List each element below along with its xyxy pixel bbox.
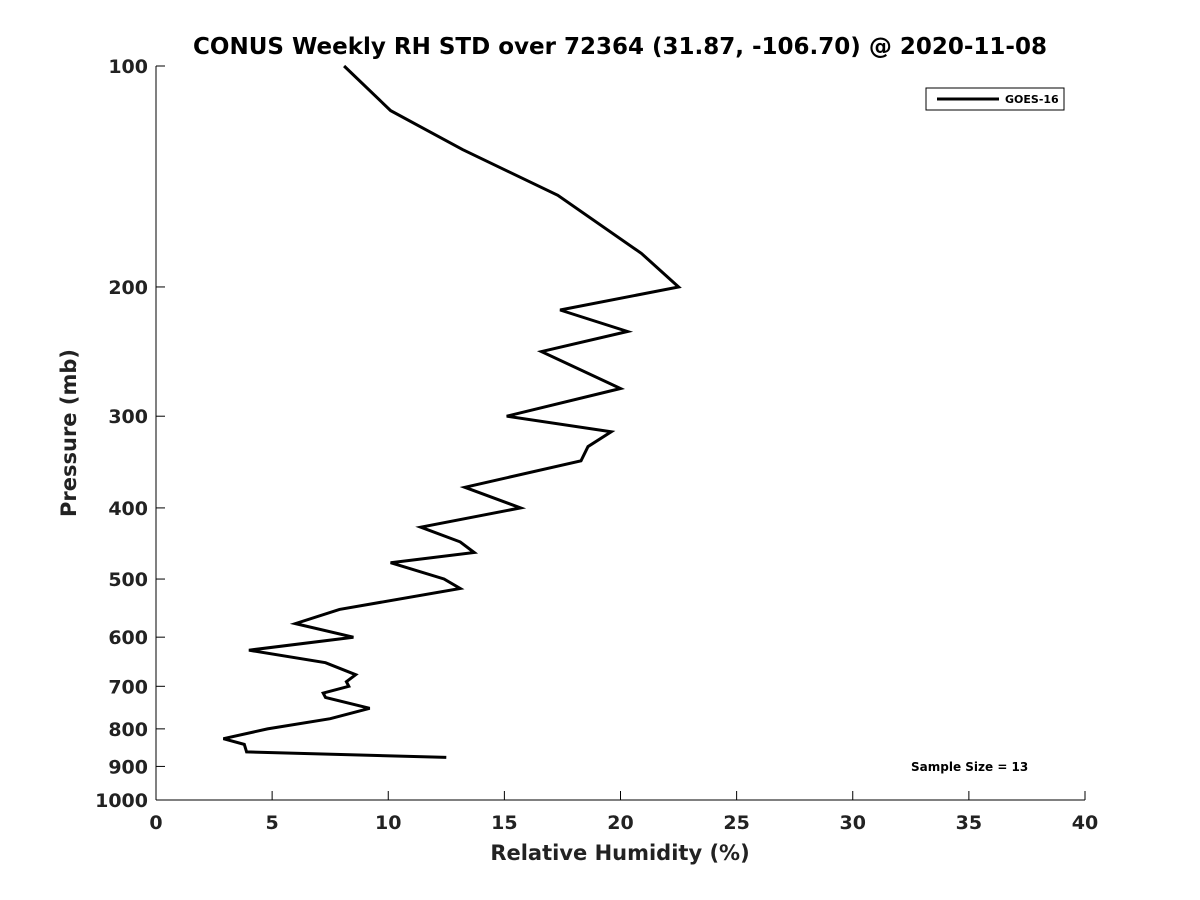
y-tick-label-600: 600 (108, 627, 148, 649)
y-tick-label-900: 900 (108, 756, 148, 778)
y-tick-label-500: 500 (108, 569, 148, 591)
y-axis-label: Pressure (mb) (57, 349, 81, 517)
series-layer (223, 64, 682, 759)
x-tick-label-25: 25 (723, 812, 749, 834)
y-tick-label-300: 300 (108, 406, 148, 428)
y-tick-label-100: 100 (108, 56, 148, 78)
y-tick-label-800: 800 (108, 719, 148, 741)
x-tick-label-0: 0 (149, 812, 162, 834)
x-tick-label-20: 20 (607, 812, 633, 834)
x-axis-label: Relative Humidity (%) (490, 841, 749, 865)
legend: GOES-16 (925, 87, 1065, 111)
x-tick-label-40: 40 (1072, 812, 1098, 834)
legend-entry-goes-16: GOES-16 (1005, 93, 1059, 106)
x-tick-label-5: 5 (266, 812, 279, 834)
x-axis: 0 5 10 15 20 25 30 35 40 (149, 791, 1098, 834)
x-tick-label-30: 30 (840, 812, 866, 834)
x-tick-label-15: 15 (491, 812, 517, 834)
sample-size-annotation: Sample Size = 13 (911, 760, 1028, 774)
x-tick-label-10: 10 (375, 812, 401, 834)
chart-title: CONUS Weekly RH STD over 72364 (31.87, -… (193, 34, 1047, 60)
y-tick-label-1000: 1000 (95, 790, 148, 812)
y-axis: 100 200 300 400 500 600 700 800 900 1000 (95, 56, 165, 812)
y-tick-label-700: 700 (108, 676, 148, 698)
y-tick-label-200: 200 (108, 277, 148, 299)
x-tick-label-35: 35 (956, 812, 982, 834)
y-tick-label-400: 400 (108, 498, 148, 520)
series-line-goes-16 (223, 64, 682, 759)
